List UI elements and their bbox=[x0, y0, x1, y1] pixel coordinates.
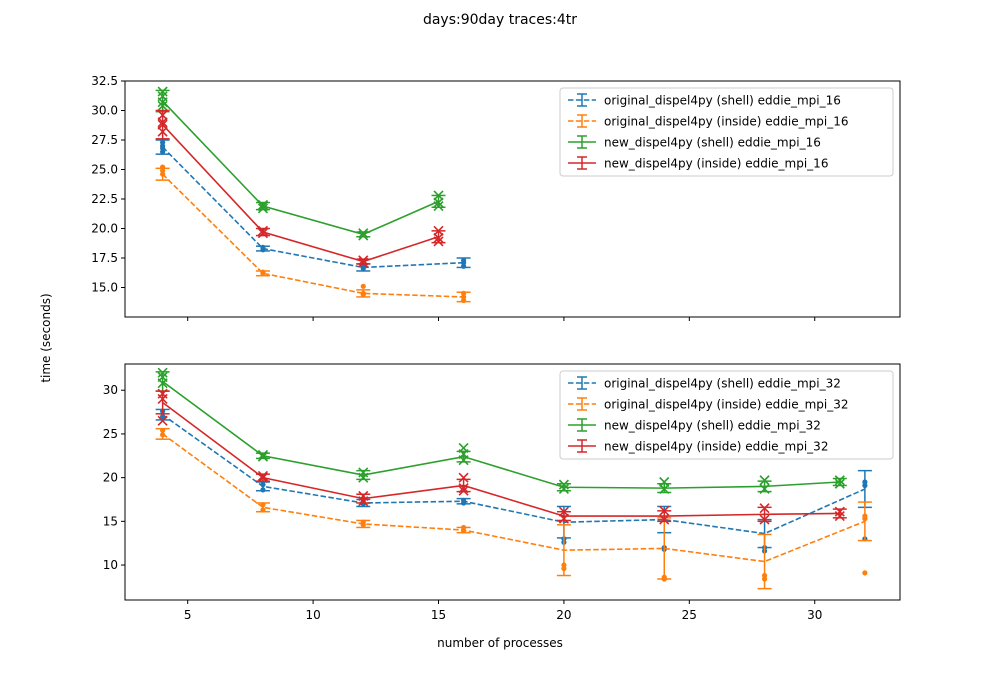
x-tick-label: 15 bbox=[431, 608, 446, 622]
legend-label: original_dispel4py (shell) eddie_mpi_16 bbox=[604, 94, 841, 108]
series-red bbox=[155, 109, 446, 268]
data-point-x-marker bbox=[157, 415, 168, 426]
bottom-subplot: 5 10 15 20 25 30 10 15 20 25 30 original_dispel4py … bbox=[103, 363, 901, 622]
y-tick-label: 27.5 bbox=[91, 133, 118, 147]
legend: original_dispel4py (shell) eddie_mpi_16o… bbox=[559, 87, 894, 177]
legend: original_dispel4py (shell) eddie_mpi_32o… bbox=[559, 370, 894, 460]
series-green bbox=[155, 367, 847, 495]
y-tick-label: 25.0 bbox=[91, 163, 118, 177]
data-point-x-marker bbox=[759, 475, 770, 486]
series-orange bbox=[155, 427, 872, 590]
y-tick-label: 15.0 bbox=[91, 281, 118, 295]
axes-frame bbox=[124, 363, 901, 601]
legend-box bbox=[559, 87, 894, 177]
y-tick-label: 30 bbox=[103, 383, 118, 397]
y-tick-label: 20.0 bbox=[91, 222, 118, 236]
x-tick-label: 25 bbox=[682, 608, 697, 622]
y-tick-label: 32.5 bbox=[91, 74, 118, 88]
series-line bbox=[162, 124, 439, 263]
legend-label: original_dispel4py (inside) eddie_mpi_16 bbox=[604, 115, 849, 129]
series-red bbox=[155, 388, 847, 525]
x-axis-label: number of processes bbox=[437, 636, 563, 650]
x-tick-label: 20 bbox=[556, 608, 571, 622]
series-orange bbox=[155, 164, 471, 304]
x-tick-label: 30 bbox=[807, 608, 822, 622]
series-line bbox=[162, 146, 464, 269]
y-tick-label: 15 bbox=[103, 514, 118, 528]
y-axis-label: time (seconds) bbox=[39, 293, 53, 382]
series-green bbox=[155, 86, 446, 241]
top-subplot: 15.0 17.5 20.0 22.5 25.0 27.5 30.0 32.5 original… bbox=[91, 74, 901, 321]
x-tick-label: 10 bbox=[305, 608, 320, 622]
y-tick-label: 20 bbox=[103, 471, 118, 485]
x-tick-label: 5 bbox=[184, 608, 192, 622]
y-tick-label: 30.0 bbox=[91, 104, 118, 118]
series-line bbox=[162, 173, 464, 298]
data-point-dot bbox=[360, 283, 366, 289]
data-point-x-marker bbox=[458, 472, 469, 483]
y-tick-label: 10 bbox=[103, 558, 118, 572]
legend-label: new_dispel4py (inside) eddie_mpi_16 bbox=[604, 157, 828, 171]
figure-suptitle: days:90day traces:4tr bbox=[423, 12, 577, 28]
legend-label: new_dispel4py (shell) eddie_mpi_16 bbox=[604, 136, 821, 150]
series-line bbox=[162, 100, 439, 236]
legend-label: new_dispel4py (inside) eddie_mpi_32 bbox=[604, 440, 828, 454]
series-line bbox=[162, 401, 840, 517]
y-tick-label: 17.5 bbox=[91, 251, 118, 265]
series-line bbox=[162, 380, 840, 489]
data-point-dot bbox=[862, 570, 868, 576]
legend-box bbox=[559, 370, 894, 460]
y-tick-label: 22.5 bbox=[91, 192, 118, 206]
legend-label: original_dispel4py (inside) eddie_mpi_32 bbox=[604, 398, 849, 412]
legend-label: original_dispel4py (shell) eddie_mpi_32 bbox=[604, 377, 841, 391]
series-line bbox=[162, 414, 866, 535]
y-tick-label: 25 bbox=[103, 427, 118, 441]
series-line bbox=[162, 433, 866, 563]
series-blue bbox=[155, 139, 471, 272]
legend-label: new_dispel4py (shell) eddie_mpi_32 bbox=[604, 419, 821, 433]
